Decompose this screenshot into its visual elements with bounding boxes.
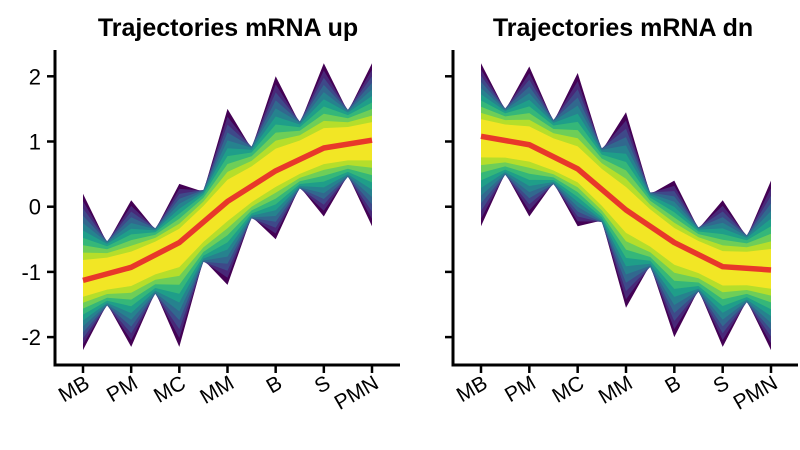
x-tick-label: MM — [595, 371, 637, 408]
x-tick-label: B — [661, 371, 685, 398]
x-tick-label: MB — [55, 371, 94, 407]
x-tick-label: MM — [196, 371, 238, 408]
trajectory-bands — [83, 63, 372, 351]
y-tick-label: -1 — [21, 260, 41, 285]
x-tick-label: MB — [453, 371, 492, 407]
x-tick-label: B — [263, 371, 287, 398]
trajectory-band — [481, 119, 771, 289]
x-tick-label: PMN — [730, 371, 782, 414]
x-tick-label: PMN — [331, 371, 383, 414]
y-tick-label: 0 — [29, 195, 41, 220]
panel-title: Trajectories mRNA up — [98, 14, 358, 42]
y-tick-label: 1 — [29, 130, 41, 155]
panel-title: Trajectories mRNA dn — [493, 14, 753, 42]
x-tick-label: PM — [103, 371, 142, 407]
y-tick-label: -2 — [21, 325, 41, 350]
x-tick-label: MC — [150, 371, 190, 407]
x-tick-label: PM — [501, 371, 540, 407]
x-tick-label: MC — [548, 371, 588, 407]
y-tick-label: 2 — [29, 64, 41, 89]
